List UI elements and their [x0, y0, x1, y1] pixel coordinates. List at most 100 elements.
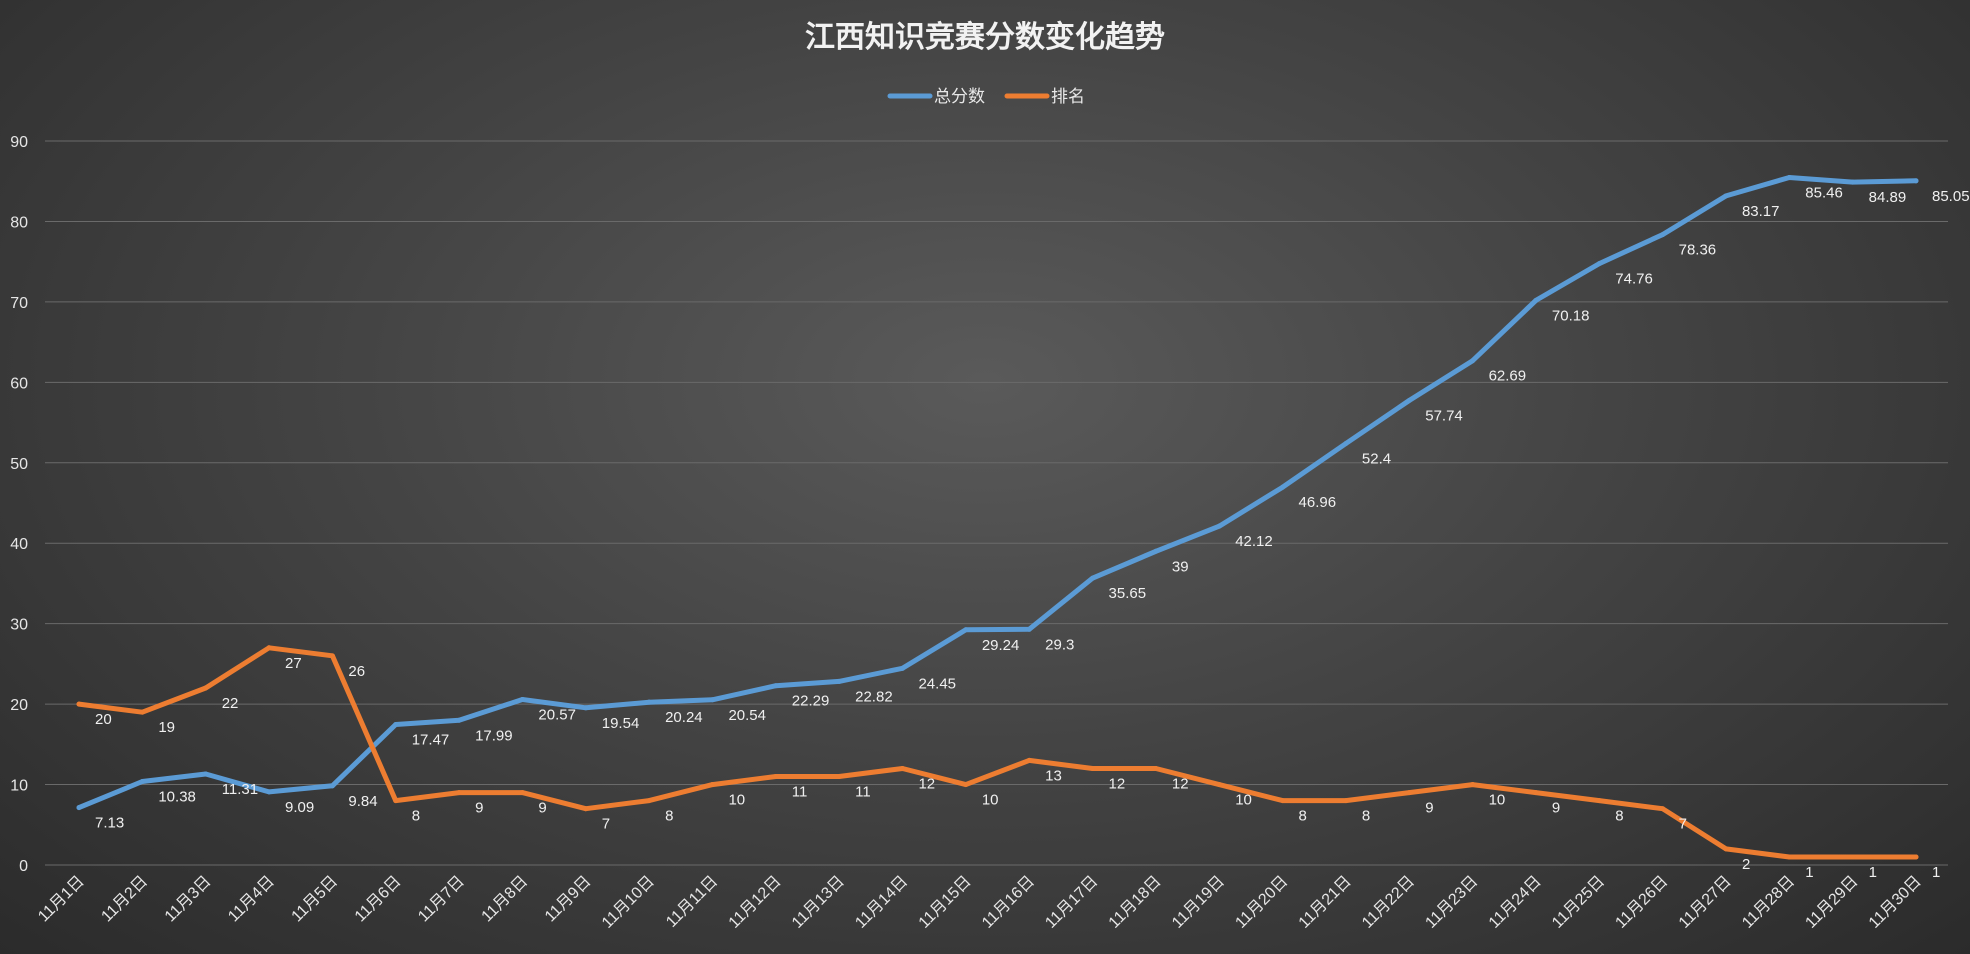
legend-label-rank: 排名	[1051, 87, 1085, 106]
data-point	[139, 778, 145, 784]
data-point	[329, 653, 335, 659]
data-label: 20.24	[665, 709, 703, 726]
data-point	[1596, 798, 1602, 804]
chart-title: 江西知识竞赛分数变化趋势	[805, 20, 1165, 54]
x-tick-label: 11月25日	[1549, 873, 1608, 932]
data-label: 39	[1172, 558, 1189, 575]
data-label: 1	[1932, 864, 1940, 881]
data-point	[583, 705, 589, 711]
data-label: 9.09	[285, 799, 314, 816]
data-label: 10	[1489, 792, 1506, 809]
data-point	[1216, 782, 1222, 788]
data-label: 17.99	[475, 727, 513, 744]
data-label: 57.74	[1425, 408, 1463, 425]
data-label: 35.65	[1109, 585, 1147, 602]
data-label: 20	[95, 711, 112, 728]
x-tick-label: 11月24日	[1486, 873, 1545, 932]
data-point	[963, 627, 969, 633]
data-label: 12	[1172, 775, 1189, 792]
data-label: 27	[285, 655, 302, 672]
data-label: 22.82	[855, 688, 893, 705]
x-axis: 11月1日 11月2日 11月3日 11月4日 11月5日 11月6日 11月7日 11月8日…	[35, 873, 1925, 932]
data-point	[646, 798, 652, 804]
data-label: 13	[1045, 767, 1062, 784]
data-label: 62.69	[1489, 368, 1527, 385]
data-point	[1470, 782, 1476, 788]
data-point	[76, 701, 82, 707]
data-label: 7.13	[95, 815, 124, 832]
data-label: 83.17	[1742, 203, 1780, 220]
x-tick-label: 11月11日	[663, 873, 721, 931]
x-tick-label: 11月10日	[599, 873, 658, 932]
data-point	[1723, 193, 1729, 199]
data-label: 10	[728, 792, 745, 809]
x-tick-label: 11月17日	[1042, 873, 1101, 932]
data-point	[899, 765, 905, 771]
data-point	[1850, 179, 1856, 185]
data-label: 9	[475, 800, 483, 817]
data-label: 42.12	[1235, 533, 1273, 550]
data-point	[1850, 854, 1856, 860]
data-point	[1280, 484, 1286, 490]
data-label: 20.57	[538, 707, 576, 724]
y-tick-label: 40	[10, 536, 28, 553]
y-tick-label: 0	[19, 858, 28, 875]
x-tick-label: 11月8日	[479, 873, 532, 926]
data-point	[456, 790, 462, 796]
data-label: 9	[1425, 800, 1433, 817]
data-point	[1913, 178, 1919, 184]
data-point	[266, 645, 272, 651]
data-label: 29.24	[982, 637, 1020, 654]
data-label: 12	[1109, 775, 1126, 792]
x-tick-label: 11月22日	[1359, 873, 1418, 932]
data-point	[393, 798, 399, 804]
data-point	[709, 782, 715, 788]
data-point	[1786, 854, 1792, 860]
x-tick-label: 11月5日	[289, 873, 342, 926]
x-tick-label: 11月26日	[1612, 873, 1671, 932]
data-label: 8	[1615, 808, 1623, 825]
data-label: 9.84	[348, 793, 377, 810]
x-tick-label: 11月1日	[35, 873, 88, 926]
y-tick-label: 20	[10, 697, 28, 714]
x-tick-label: 11月6日	[352, 873, 405, 926]
legend: 总分数 排名	[887, 87, 1085, 106]
y-tick-label: 80	[10, 214, 28, 231]
data-point	[583, 806, 589, 812]
data-point	[646, 699, 652, 705]
data-label: 74.76	[1615, 271, 1653, 288]
data-point	[393, 721, 399, 727]
series-line-1	[76, 645, 1919, 860]
x-tick-label: 11月7日	[415, 873, 468, 926]
x-tick-label: 11月30日	[1866, 873, 1925, 932]
data-point	[836, 774, 842, 780]
data-label: 10.38	[158, 788, 196, 805]
data-label: 19	[158, 719, 175, 736]
data-label: 22	[222, 695, 239, 712]
data-point	[899, 665, 905, 671]
data-label: 11	[855, 784, 871, 801]
data-point	[329, 783, 335, 789]
data-point	[1216, 523, 1222, 529]
x-tick-label: 11月13日	[789, 873, 848, 932]
data-point	[773, 774, 779, 780]
data-point	[1153, 548, 1159, 554]
data-labels: 7.13 10.38 11.31 9.09 9.84 17.47 17.99 20.57 19.…	[95, 185, 1970, 881]
data-label: 20.54	[728, 707, 766, 724]
data-label: 26	[348, 663, 365, 680]
data-point	[1343, 798, 1349, 804]
x-tick-label: 11月3日	[162, 873, 215, 926]
x-tick-label: 11月14日	[852, 873, 911, 932]
data-point	[1470, 358, 1476, 364]
data-point	[1533, 790, 1539, 796]
x-tick-label: 11月9日	[542, 873, 595, 926]
data-point	[1090, 765, 1096, 771]
data-label: 11.31	[222, 781, 258, 798]
data-label: 12	[918, 775, 935, 792]
x-tick-label: 11月18日	[1106, 873, 1165, 932]
data-label: 10	[1235, 792, 1252, 809]
data-label: 1	[1805, 864, 1813, 881]
data-point	[1533, 297, 1539, 303]
